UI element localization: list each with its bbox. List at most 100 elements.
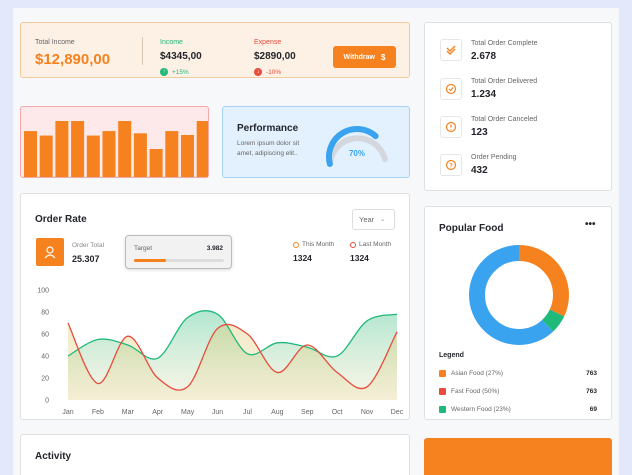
last-month-label: Last Month: [359, 241, 392, 248]
last-month-legend: Last Month: [350, 241, 391, 248]
user-icon: [36, 238, 64, 266]
bar: [71, 121, 85, 177]
expense-value: $2890,00: [254, 51, 296, 62]
legend-label: Fast Food (50%): [451, 388, 500, 395]
performance-gauge: [326, 126, 388, 167]
target-box: Target 3.982: [125, 235, 232, 269]
chevron-down-icon: ⌄: [380, 217, 386, 223]
y-tick-label: 20: [41, 376, 49, 383]
bar: [181, 135, 194, 177]
legend-swatch: [439, 406, 446, 413]
bar: [118, 121, 132, 177]
legend-value: 763: [586, 370, 597, 377]
bar: [55, 121, 69, 177]
bar-chart: [24, 121, 208, 177]
last-month-dot-icon: [350, 241, 356, 248]
this-month-label: This Month: [302, 241, 335, 248]
summary-label: Total Order Canceled: [471, 116, 538, 123]
this-month-legend: This Month: [293, 241, 334, 248]
x-tick-label: Mar: [122, 409, 135, 416]
performance-desc-line1: Lorem ipsum dolor sit: [237, 140, 300, 147]
performance-title: Performance: [237, 123, 299, 134]
legend-swatch: [439, 370, 446, 377]
legend-label: Asian Food (27%): [451, 370, 504, 377]
x-tick-label: Nov: [361, 409, 374, 416]
series-area: [68, 323, 397, 400]
this-month-value: 1324: [293, 253, 312, 263]
order-total-label: Order Total: [72, 242, 105, 249]
popular-food-title: Popular Food: [439, 223, 504, 234]
period-select[interactable]: Year ⌄: [352, 209, 395, 230]
legend-value: 69: [589, 406, 597, 413]
double-check-icon: [440, 39, 462, 61]
bar: [196, 121, 208, 177]
x-tick-label: Feb: [92, 409, 104, 416]
x-tick-label: Jun: [212, 409, 223, 416]
y-tick-label: 40: [41, 354, 49, 361]
popular-food-donut: [469, 245, 569, 345]
gauge-fill: [326, 126, 379, 167]
total-income-label: Total Income: [35, 39, 75, 46]
dashboard-canvas: Total Income $12,890,00 Income $4345,00 …: [13, 8, 619, 475]
performance-card: Performance Lorem ipsum dolor sit amet, …: [222, 106, 410, 178]
income-change: +15%: [172, 69, 189, 76]
summary-label: Total Order Delivered: [471, 78, 538, 85]
x-tick-label: Jan: [62, 409, 73, 416]
order-rate-chart: 100 80 60 40 20 0 Jan Feb Mar Apr May Jun Jul Aug Sep O…: [37, 288, 404, 417]
bar-chart-card: [20, 106, 209, 178]
expense-change: -10%: [266, 69, 282, 76]
gauge-track: [326, 135, 388, 167]
order-rate-card: Order Rate Year ⌄ Order Total 25.307 Tar…: [20, 193, 410, 420]
bar: [86, 135, 100, 177]
summary-label: Order Pending: [471, 154, 517, 161]
period-select-value: Year: [359, 215, 375, 224]
legend-label: Western Food (23%): [451, 406, 511, 413]
order-total-value: 25.307: [72, 254, 100, 264]
promo-card: [424, 438, 612, 475]
donut-segment: [469, 245, 569, 345]
income-divider: [142, 37, 143, 65]
gauge-label: 70%: [348, 149, 365, 158]
last-month-value: 1324: [350, 253, 369, 263]
x-tick-label: Aug: [271, 409, 284, 416]
more-horizontal-icon[interactable]: •••: [585, 219, 596, 230]
this-month-dot-icon: [293, 241, 299, 248]
y-tick-label: 60: [41, 332, 49, 339]
dollar-icon: $: [380, 52, 386, 62]
x-tick-label: Dec: [391, 409, 404, 416]
bar: [24, 131, 37, 177]
x-tick-label: Jul: [243, 409, 252, 416]
orders-summary-card: Total Order Complete 2.678 Total Order D…: [424, 22, 612, 191]
income-up-icon: ↑: [160, 68, 168, 76]
summary-label: Total Order Complete: [471, 40, 538, 47]
income-card: Total Income $12,890,00 Income $4345,00 …: [20, 22, 410, 78]
x-tick-label: Oct: [332, 409, 343, 416]
summary-value: 1.234: [471, 89, 497, 100]
activity-title: Activity: [35, 451, 72, 462]
bar: [133, 133, 147, 177]
svg-text:?: ?: [449, 163, 453, 169]
bar: [102, 131, 116, 177]
legend-title: Legend: [439, 352, 464, 359]
target-label: Target: [134, 245, 153, 252]
x-tick-label: Apr: [152, 409, 164, 416]
question-circle-icon: ?: [440, 154, 462, 176]
expense-label: Expense: [254, 39, 282, 46]
target-progress-track: [134, 259, 224, 262]
total-income-value: $12,890,00: [35, 51, 111, 68]
summary-value: 123: [471, 127, 488, 138]
income-label: Income: [160, 39, 183, 46]
y-tick-label: 80: [41, 310, 49, 317]
summary-value: 2.678: [471, 51, 497, 62]
x-tick-label: Sep: [301, 409, 314, 416]
activity-card: Activity: [20, 434, 410, 475]
check-circle-icon: [440, 78, 462, 100]
bar: [149, 149, 163, 177]
target-progress-fill: [134, 259, 167, 262]
target-value: 3.982: [206, 245, 223, 252]
withdraw-button[interactable]: Withdraw $: [333, 46, 396, 68]
expense-down-icon: ↓: [254, 68, 262, 76]
summary-value: 432: [471, 165, 488, 176]
popular-food-card: Popular Food ••• Legend Asian Food (27%)…: [424, 206, 612, 420]
bar: [165, 131, 179, 177]
